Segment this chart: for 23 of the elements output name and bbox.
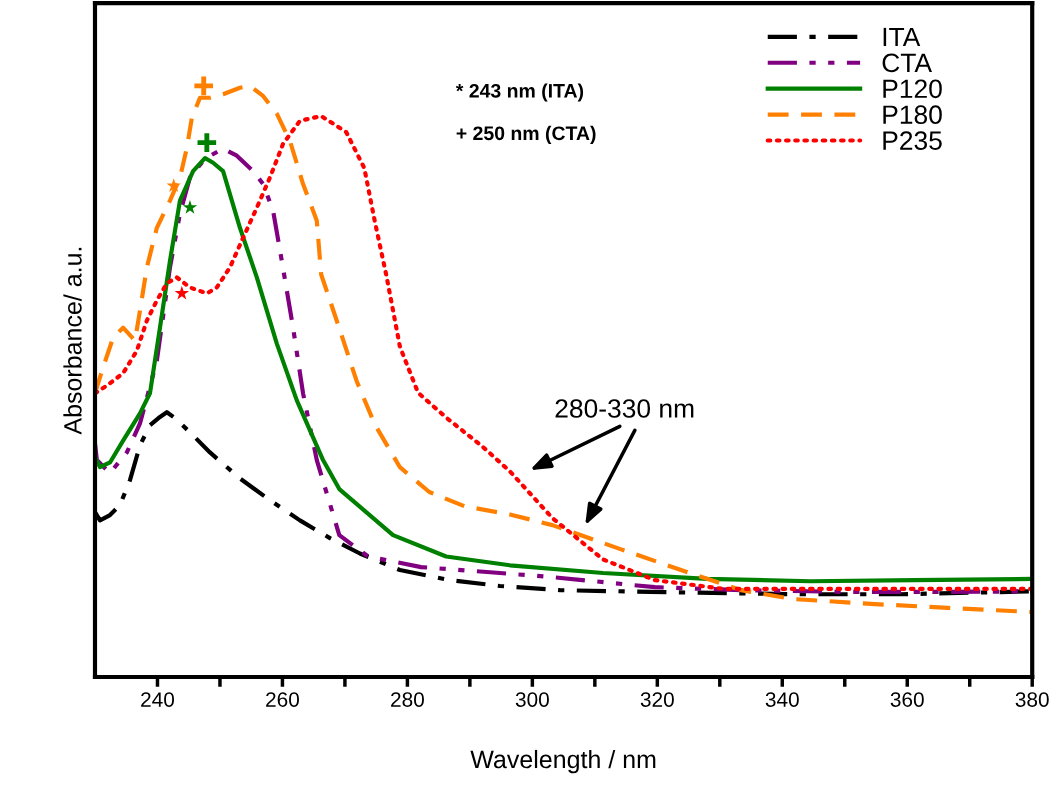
x-tick-label: 320 <box>640 692 674 707</box>
legend-label: CTA <box>882 53 933 73</box>
y-axis-title: Absorbance/ a.u. <box>63 247 82 435</box>
annotation: 280-330 nm <box>555 399 694 418</box>
point <box>195 130 219 155</box>
legend-label: P120 <box>883 79 942 99</box>
x-tick-label: 360 <box>890 692 924 707</box>
point <box>174 285 190 300</box>
x-tick-label: 340 <box>765 692 799 707</box>
x-tick-label: 280 <box>391 692 424 707</box>
x-tick-label: 300 <box>515 692 549 707</box>
legend-label: P235 <box>883 131 942 150</box>
annotation: * 243 nm (ITA) <box>455 83 584 102</box>
x-tick-label: 240 <box>141 692 175 707</box>
point <box>166 178 181 192</box>
legend-label: P180 <box>883 105 942 125</box>
x-axis-title: Wavelength / nm <box>470 749 656 774</box>
point <box>182 200 198 214</box>
x-tick-label: 260 <box>266 692 299 707</box>
x-tick-label: 380 <box>1015 692 1049 707</box>
legend-label: ITA <box>883 27 921 47</box>
point <box>191 74 216 98</box>
annotation: + 250 nm (CTA) <box>456 125 596 144</box>
